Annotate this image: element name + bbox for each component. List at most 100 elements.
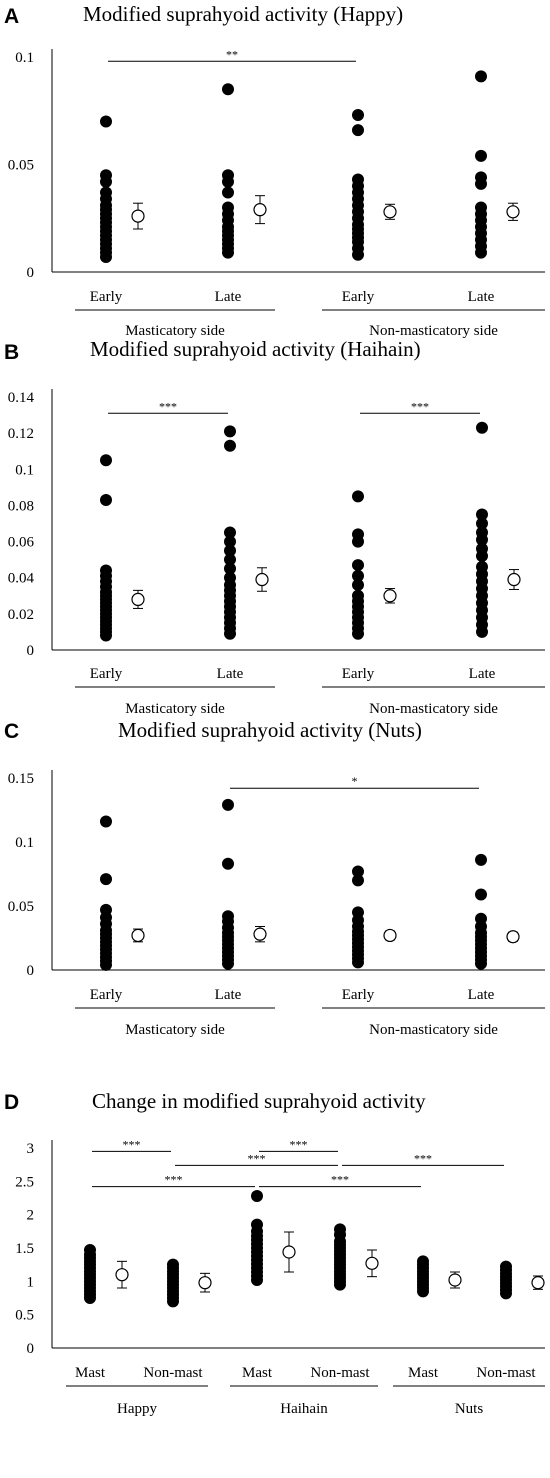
mean-marker (506, 205, 520, 219)
data-point (100, 815, 112, 828)
y-tick-label: 0.02 (8, 607, 34, 623)
data-point (352, 906, 364, 919)
significance-label: *** (331, 1173, 349, 1187)
mean-marker (253, 203, 267, 217)
data-point (475, 201, 487, 214)
data-point (100, 186, 112, 199)
data-point (224, 553, 236, 566)
data-point (224, 425, 236, 438)
mean-marker (198, 1276, 212, 1290)
data-point (476, 517, 488, 530)
y-tick-label: 3 (27, 1141, 35, 1157)
significance-label: *** (411, 399, 429, 413)
data-point (475, 888, 487, 901)
y-tick-label: 0.1 (15, 835, 34, 851)
category-label: Non-mast (476, 1365, 536, 1381)
data-point (222, 169, 234, 182)
data-point (251, 1218, 263, 1231)
data-point (352, 578, 364, 591)
data-point (352, 569, 364, 582)
y-tick-label: 0.1 (15, 462, 34, 478)
significance-label: ** (226, 47, 238, 61)
chart-title: Modified suprahyoid activity (Nuts) (118, 718, 422, 742)
y-tick-label: 0 (27, 1341, 35, 1357)
mean-marker (131, 592, 145, 607)
data-point (476, 560, 488, 573)
y-tick-label: 0.12 (8, 426, 34, 442)
data-point (352, 490, 364, 503)
data-point (251, 1190, 263, 1202)
data-point (475, 171, 487, 184)
y-tick-label: 1.5 (15, 1241, 34, 1257)
data-point (224, 544, 236, 557)
data-point (334, 1223, 346, 1236)
y-tick-label: 0.05 (8, 158, 34, 174)
y-tick-label: 0 (27, 643, 35, 659)
category-label: Non-mast (143, 1365, 203, 1381)
category-label: Late (215, 987, 242, 1003)
category-label: Mast (75, 1365, 106, 1381)
data-point (476, 508, 488, 521)
y-tick-label: 0.5 (15, 1308, 34, 1324)
data-point (352, 559, 364, 572)
category-label: Late (468, 987, 495, 1003)
data-point (222, 798, 234, 811)
data-point (222, 186, 234, 199)
data-point (475, 912, 487, 925)
data-point (224, 526, 236, 539)
mean-marker (115, 1268, 129, 1282)
data-point (222, 910, 234, 923)
significance-label: *** (159, 399, 177, 413)
data-point (476, 542, 488, 555)
category-label: Non-mast (310, 1365, 370, 1381)
mean-marker (506, 930, 520, 944)
data-point (352, 124, 364, 137)
category-label: Early (342, 987, 375, 1003)
chart-title: Modified suprahyoid activity (Happy) (83, 2, 403, 26)
significance-label: * (352, 774, 358, 788)
category-label: Late (469, 666, 496, 682)
category-label: Mast (408, 1365, 439, 1381)
significance-label: *** (248, 1151, 266, 1165)
group-label: Non-masticatory side (369, 323, 498, 339)
data-point (167, 1258, 179, 1271)
data-point (100, 169, 112, 182)
data-point (500, 1260, 512, 1273)
data-point (222, 857, 234, 870)
data-point (475, 853, 487, 866)
panel-letter: B (4, 341, 19, 364)
category-label: Early (342, 666, 375, 682)
data-point (476, 421, 488, 434)
mean-marker (507, 572, 521, 587)
data-point (100, 873, 112, 886)
category-label: Early (90, 987, 123, 1003)
group-label: Masticatory side (125, 323, 225, 339)
y-tick-label: 0.15 (8, 771, 34, 787)
data-point (100, 115, 112, 128)
data-point (224, 439, 236, 452)
data-point (84, 1244, 96, 1256)
mean-marker (282, 1245, 296, 1259)
group-label: Non-masticatory side (369, 1022, 498, 1038)
data-point (100, 494, 112, 507)
y-tick-label: 2.5 (15, 1174, 34, 1190)
y-tick-label: 0 (27, 265, 35, 281)
y-tick-label: 0 (27, 963, 35, 979)
panel-letter: D (4, 1091, 19, 1114)
y-tick-label: 0.1 (15, 50, 34, 66)
mean-marker (448, 1273, 462, 1287)
data-point (224, 571, 236, 584)
data-point (222, 201, 234, 214)
mean-marker (365, 1256, 379, 1270)
data-point (100, 454, 112, 467)
panel-letter: A (4, 5, 19, 28)
data-point (222, 83, 234, 96)
mean-marker (255, 572, 269, 587)
y-tick-label: 2 (27, 1208, 35, 1224)
mean-marker (383, 205, 397, 219)
data-point (100, 903, 112, 916)
y-tick-label: 0.06 (8, 535, 35, 551)
data-point (352, 173, 364, 186)
mean-marker (131, 209, 145, 223)
